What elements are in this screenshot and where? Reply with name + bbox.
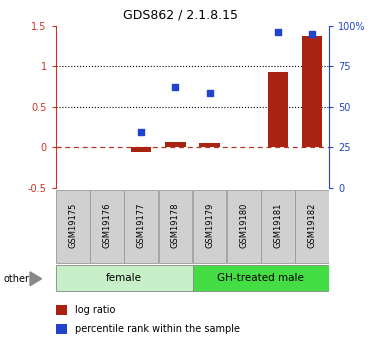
Text: GH-treated male: GH-treated male [218, 273, 304, 283]
Bar [268, 72, 288, 148]
Text: GSM19177: GSM19177 [137, 203, 146, 248]
Text: GSM19176: GSM19176 [102, 203, 112, 248]
Bar [199, 144, 220, 148]
Polygon shape [30, 272, 42, 286]
Point [275, 30, 281, 35]
Bar [90, 190, 124, 263]
Point [206, 90, 213, 96]
Bar [56, 190, 90, 263]
Text: GDS862 / 2.1.8.15: GDS862 / 2.1.8.15 [124, 9, 238, 22]
Text: GSM19182: GSM19182 [308, 203, 316, 248]
Bar [302, 37, 322, 148]
Bar [56, 265, 192, 291]
Bar [261, 190, 295, 263]
Text: GSM19181: GSM19181 [273, 203, 283, 248]
Bar [192, 190, 226, 263]
Point [138, 129, 144, 135]
Text: GSM19179: GSM19179 [205, 203, 214, 248]
Bar [159, 190, 192, 263]
Bar [56, 324, 67, 334]
Text: female: female [106, 273, 142, 283]
Bar [124, 190, 158, 263]
Text: GSM19180: GSM19180 [239, 203, 248, 248]
Bar [56, 305, 67, 315]
Point [309, 31, 315, 37]
Text: GSM19175: GSM19175 [69, 203, 77, 248]
Bar [192, 265, 329, 291]
Text: GSM19178: GSM19178 [171, 203, 180, 248]
Bar [131, 148, 152, 151]
Bar [295, 190, 329, 263]
Bar [227, 190, 261, 263]
Text: other: other [4, 274, 30, 284]
Text: percentile rank within the sample: percentile rank within the sample [75, 324, 239, 334]
Bar [165, 142, 186, 148]
Text: log ratio: log ratio [75, 305, 115, 315]
Point [172, 84, 179, 89]
